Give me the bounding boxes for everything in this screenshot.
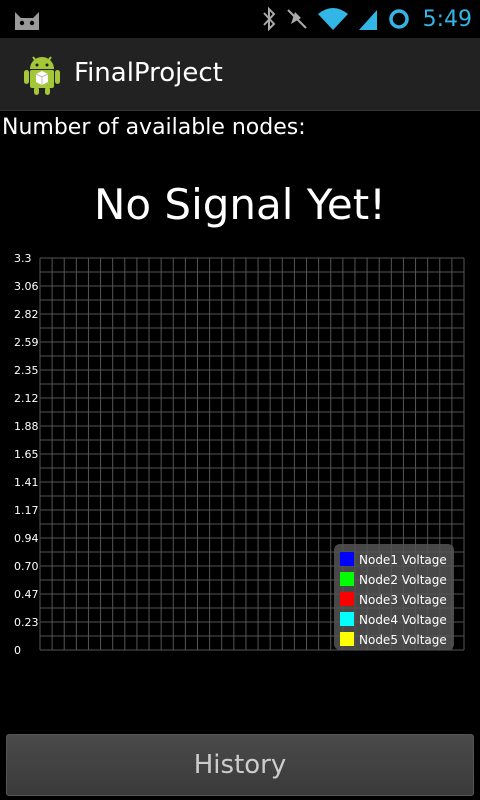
status-time: 5:49: [422, 6, 472, 32]
legend-swatch: [340, 592, 354, 606]
legend-swatch: [340, 632, 354, 646]
status-bar: 5:49: [0, 0, 480, 38]
mute-icon: [286, 9, 307, 29]
y-tick-label: 0.94: [14, 532, 39, 545]
y-tick-label: 1.88: [14, 420, 39, 433]
legend-label: Node5 Voltage: [359, 633, 447, 647]
sync-icon: [388, 9, 409, 29]
legend-label: Node4 Voltage: [359, 613, 447, 627]
legend-swatch: [340, 612, 354, 626]
history-button[interactable]: History: [6, 734, 474, 796]
wifi-icon: [317, 8, 348, 30]
voltage-chart: 3.3 3.06 2.82 2.59 2.35 2.12 1.88 1.65 1.41 1.17 0…: [0, 240, 480, 660]
y-tick-label: 0.70: [14, 560, 39, 573]
y-tick-label: 0.47: [14, 588, 39, 601]
action-bar: FinalProject: [0, 38, 480, 111]
y-tick-label: 2.35: [14, 364, 39, 377]
y-tick-label: 1.17: [14, 504, 39, 517]
y-tick-label: 2.12: [14, 392, 39, 405]
y-tick-label: 1.41: [14, 476, 39, 489]
y-tick-label: 3.06: [14, 280, 39, 293]
legend-swatch: [340, 552, 354, 566]
y-tick-label: 0.23: [14, 616, 39, 629]
legend-swatch: [340, 572, 354, 586]
android-app-icon[interactable]: [22, 52, 62, 96]
y-tick-label: 0: [14, 644, 21, 657]
app-title: FinalProject: [74, 58, 223, 88]
chart-legend: [334, 544, 454, 650]
y-tick-label: 2.82: [14, 308, 39, 321]
legend-label: Node2 Voltage: [359, 573, 447, 587]
y-tick-label: 1.65: [14, 448, 39, 461]
voltage-chart-svg: 3.3 3.06 2.82 2.59 2.35 2.12 1.88 1.65 1.41 1.17 0…: [14, 252, 465, 657]
cat-notification-icon: [15, 12, 39, 30]
signal-status-text: No Signal Yet!: [93, 180, 387, 229]
y-tick-label: 3.3: [14, 252, 32, 265]
bluetooth-icon: [262, 6, 275, 32]
signal-icon: [358, 10, 377, 30]
y-tick-label: 2.59: [14, 336, 39, 349]
available-nodes-label: Number of available nodes:: [2, 115, 306, 140]
legend-label: Node1 Voltage: [359, 553, 447, 567]
legend-label: Node3 Voltage: [359, 593, 447, 607]
